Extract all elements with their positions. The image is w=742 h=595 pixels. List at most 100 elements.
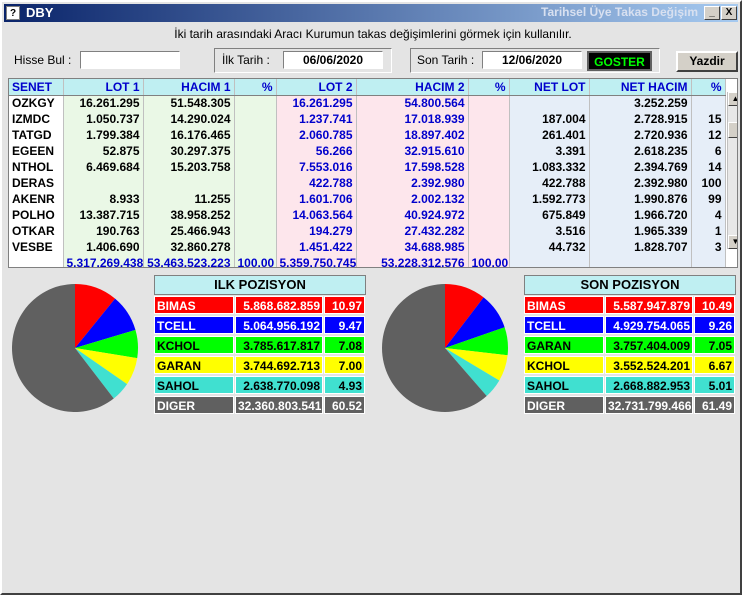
position-value: 5.587.947.879 — [605, 296, 693, 314]
table-cell: 3.391 — [509, 143, 590, 159]
table-cell — [691, 95, 726, 111]
position-value: 32.360.803.541 — [235, 396, 323, 414]
table-row[interactable]: EGEEN 52.875 30.297.375 56.266 32.915.610 3.3… — [9, 143, 726, 159]
position-value: 3.757.404.009 — [605, 336, 693, 354]
title-bar[interactable]: ? DBY Tarihsel Üye Takas Değişim _ X — [4, 4, 738, 22]
table-row[interactable]: TATGD 1.799.384 16.176.465 2.060.785 18.897.… — [9, 127, 726, 143]
position-value: 3.744.692.713 — [235, 356, 323, 374]
hisse-label: Hisse Bul : — [14, 53, 72, 67]
ilk-tarih-input[interactable]: 06/06/2020 — [283, 51, 383, 69]
totals-row: 5.317.269.438 53.463.523.223 100,00 5.359.7… — [9, 255, 726, 267]
table-cell — [234, 207, 277, 223]
table-row[interactable]: OZKGY 16.261.295 51.548.305 16.261.295 54.80… — [9, 95, 726, 111]
table-cell: 51.548.305 — [143, 95, 235, 111]
column-header[interactable]: NET LOT — [509, 79, 590, 96]
takas-table[interactable]: SENET LOT 1 HACIM 1% LOT 2 HACIM 2% NET LOT NE… — [8, 78, 738, 268]
position-value: 5.868.682.859 — [235, 296, 323, 314]
ilk-pozisyon-title: ILK POZISYON — [154, 275, 366, 295]
table-cell: 99 — [691, 191, 726, 207]
table-cell: 13.387.715 — [63, 207, 144, 223]
table-cell: 3.252.259 — [589, 95, 692, 111]
total-cell: 5.359.750.745 — [276, 255, 357, 267]
table-cell: 4 — [691, 207, 726, 223]
question-icon[interactable]: ? — [6, 6, 20, 20]
table-cell: 38.958.252 — [143, 207, 235, 223]
position-symbol: KCHOL — [154, 336, 234, 354]
minimize-button[interactable]: _ — [704, 6, 720, 20]
table-cell — [234, 111, 277, 127]
column-header[interactable]: LOT 1 — [63, 79, 144, 96]
column-header[interactable]: % — [691, 79, 726, 96]
column-header[interactable]: HACIM 2 — [356, 79, 469, 96]
hisse-search-input[interactable] — [80, 51, 180, 69]
column-header[interactable]: SENET — [9, 79, 64, 96]
scroll-down-icon[interactable]: ▼ — [728, 235, 737, 249]
column-header[interactable]: % — [234, 79, 277, 96]
table-cell — [234, 239, 277, 255]
position-symbol: BIMAS — [524, 296, 604, 314]
position-row: GARAN 3.757.404.009 7.05 — [524, 336, 736, 355]
table-cell: 17.598.528 — [356, 159, 469, 175]
position-percent: 7.05 — [694, 336, 735, 354]
table-cell: 422.788 — [276, 175, 357, 191]
pie-slice-tcell — [75, 298, 136, 348]
table-cell: 1.592.773 — [509, 191, 590, 207]
close-button[interactable]: X — [721, 6, 737, 20]
yazdir-button[interactable]: Yazdir — [676, 51, 738, 72]
table-row[interactable]: DERAS 422.788 2.392.980 422.788 2.392.980 100 — [9, 175, 726, 191]
table-cell: 1.965.339 — [589, 223, 692, 239]
table-cell — [63, 175, 144, 191]
symbol-cell: DERAS — [9, 175, 64, 191]
symbol-cell: POLHO — [9, 207, 64, 223]
total-cell: 53.228.312.576 — [356, 255, 469, 267]
scroll-up-icon[interactable]: ▲ — [728, 92, 737, 106]
scroll-thumb[interactable] — [728, 122, 737, 138]
column-header[interactable]: NET HACIM — [589, 79, 692, 96]
table-cell — [468, 191, 510, 207]
table-row[interactable]: VESBE 1.406.690 32.860.278 1.451.422 34.688.… — [9, 239, 726, 255]
table-cell: 11.255 — [143, 191, 235, 207]
table-cell: 1.050.737 — [63, 111, 144, 127]
table-cell: 8.933 — [63, 191, 144, 207]
table-row[interactable]: POLHO 13.387.715 38.958.252 14.063.564 40.92… — [9, 207, 726, 223]
symbol-cell: OTKAR — [9, 223, 64, 239]
position-value: 4.929.754.065 — [605, 316, 693, 334]
position-row: TCELL 4.929.754.065 9.26 — [524, 316, 736, 335]
son-tarih-label: Son Tarih : — [417, 53, 475, 67]
position-percent: 9.47 — [324, 316, 365, 334]
table-cell: 422.788 — [509, 175, 590, 191]
son-tarih-input[interactable]: 12/06/2020 — [482, 51, 582, 69]
table-cell — [468, 207, 510, 223]
table-cell: 2.392.980 — [589, 175, 692, 191]
position-row: KCHOL 3.552.524.201 6.67 — [524, 356, 736, 375]
pie-slice-bimas — [75, 284, 116, 348]
table-cell: 7.553.016 — [276, 159, 357, 175]
column-header[interactable]: LOT 2 — [276, 79, 357, 96]
table-row[interactable]: NTHOL 6.469.684 15.203.758 7.553.016 17.598.… — [9, 159, 726, 175]
position-percent: 5.01 — [694, 376, 735, 394]
symbol-cell: IZMDC — [9, 111, 64, 127]
position-symbol: SAHOL — [154, 376, 234, 394]
goster-button[interactable]: GOSTER — [587, 51, 652, 71]
pie-slice-kchol — [445, 348, 508, 381]
info-text: İki tarih arasındaki Aracı Kurumun takas… — [174, 27, 572, 41]
table-cell — [234, 191, 277, 207]
table-cell: 12 — [691, 127, 726, 143]
total-cell — [509, 255, 590, 267]
table-scrollbar[interactable]: ▲ ▼ — [727, 92, 737, 249]
symbol-cell: OZKGY — [9, 95, 64, 111]
pie-slice-tcell — [445, 297, 505, 348]
table-cell: 15.203.758 — [143, 159, 235, 175]
table-cell: 14.290.024 — [143, 111, 235, 127]
column-header[interactable]: HACIM 1 — [143, 79, 235, 96]
table-cell: 2.618.235 — [589, 143, 692, 159]
column-header[interactable]: % — [468, 79, 510, 96]
position-row: TCELL 5.064.956.192 9.47 — [154, 316, 366, 335]
table-row[interactable]: IZMDC 1.050.737 14.290.024 1.237.741 17.018.… — [9, 111, 726, 127]
table-cell: 2.392.980 — [356, 175, 469, 191]
pie-slice-diger — [382, 284, 487, 412]
table-row[interactable]: OTKAR 190.763 25.466.943 194.279 27.432.282 3… — [9, 223, 726, 239]
table-cell: 261.401 — [509, 127, 590, 143]
table-row[interactable]: AKENR 8.933 11.255 1.601.706 2.002.132 1.592.… — [9, 191, 726, 207]
table-cell — [468, 239, 510, 255]
